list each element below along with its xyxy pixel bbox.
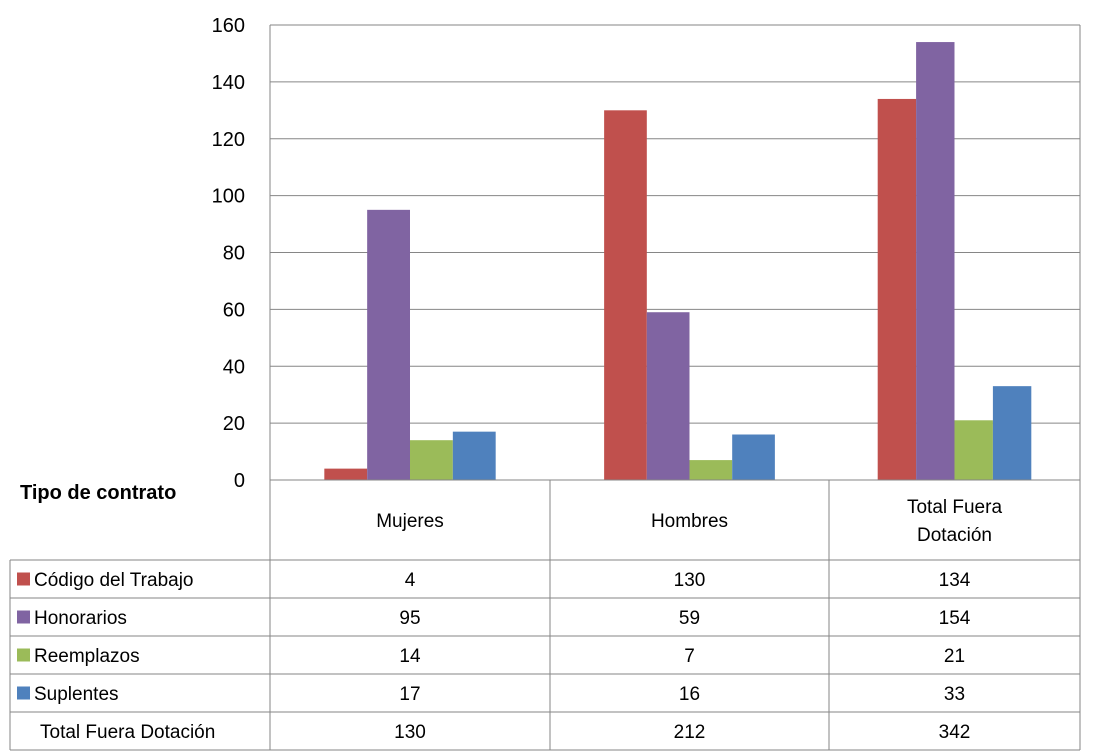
data-cell: 14 — [399, 646, 421, 667]
bar-1-0 — [367, 209, 410, 480]
category-label: Total Fuera — [907, 497, 1002, 518]
data-cell: 7 — [684, 646, 695, 667]
y-tick-label: 140 — [212, 72, 245, 94]
data-cell: 33 — [944, 684, 965, 705]
bar-3-2 — [992, 386, 1032, 480]
bar-2-1 — [689, 460, 733, 480]
category-label: Hombres — [651, 511, 728, 532]
y-tick-label: 80 — [223, 243, 245, 265]
legend-key-2 — [17, 648, 30, 662]
data-cell: 16 — [679, 684, 700, 705]
total-cell: 130 — [394, 722, 426, 743]
legend-key-1 — [17, 610, 30, 624]
legend-key-0 — [17, 572, 30, 586]
data-cell: 17 — [399, 684, 420, 705]
bar-0-0 — [324, 468, 368, 480]
series-label: Reemplazos — [34, 646, 140, 667]
bar-1-1 — [646, 312, 690, 480]
series-label: Código del Trabajo — [34, 570, 194, 591]
y-tick-label: 100 — [212, 186, 245, 208]
data-cell: 21 — [944, 646, 965, 667]
bar-2-0 — [410, 440, 453, 480]
y-tick-label: 40 — [223, 356, 245, 378]
bar-3-1 — [732, 434, 775, 480]
category-label: Mujeres — [376, 511, 444, 532]
y-tick-label: 60 — [223, 299, 245, 321]
bar-3-0 — [452, 431, 496, 480]
y-tick-label: 160 — [212, 15, 245, 37]
bar-0-2 — [877, 98, 917, 480]
category-label: Dotación — [917, 525, 992, 546]
y-tick-label: 20 — [223, 413, 245, 435]
series-label: Suplentes — [34, 684, 119, 705]
data-cell: 134 — [939, 570, 971, 591]
total-cell: 342 — [939, 722, 971, 743]
table-header: Tipo de contrato — [20, 482, 176, 504]
series-label: Honorarios — [34, 608, 127, 629]
y-tick-label: 0 — [234, 470, 245, 492]
total-cell: 212 — [674, 722, 706, 743]
legend-key-3 — [17, 686, 30, 700]
bar-2-2 — [954, 420, 993, 480]
bar-0-1 — [604, 110, 647, 480]
data-cell: 59 — [679, 608, 700, 629]
totals-label: Total Fuera Dotación — [40, 722, 215, 743]
data-cell: 4 — [405, 570, 416, 591]
bar-1-2 — [916, 42, 955, 480]
data-cell: 130 — [674, 570, 706, 591]
y-tick-label: 120 — [212, 129, 245, 151]
data-cell: 95 — [399, 608, 420, 629]
data-cell: 154 — [939, 608, 971, 629]
